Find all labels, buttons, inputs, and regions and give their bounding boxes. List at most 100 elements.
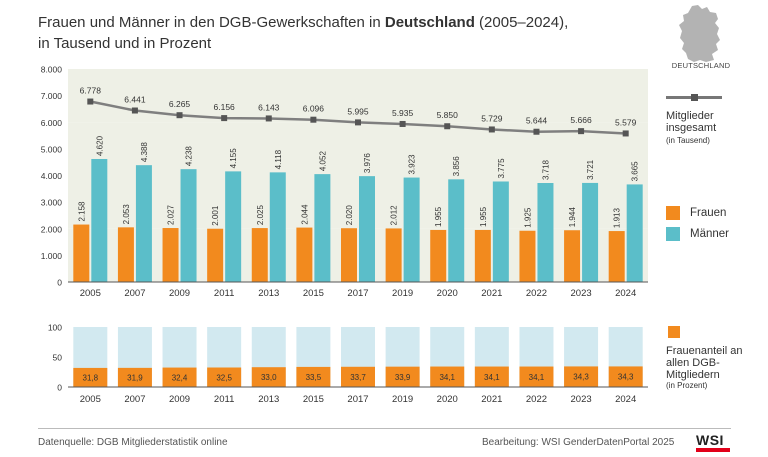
share-bar-label: 33,9 <box>395 373 411 382</box>
women-bar-label: 2.025 <box>256 205 265 226</box>
share-bar-label: 32,5 <box>216 373 232 382</box>
y-tick-label: 6.000 <box>41 118 63 128</box>
x-tick-label: 2011 <box>214 394 234 405</box>
x-tick-label: 2011 <box>214 288 234 299</box>
share-bar-label: 31,9 <box>127 373 143 382</box>
x-tick-label: 2009 <box>169 394 190 405</box>
total-point <box>533 128 540 135</box>
total-point-label: 6.778 <box>80 86 102 96</box>
women-bar-label: 1.913 <box>613 207 622 228</box>
legend-women: Frauen <box>666 206 726 220</box>
credit-note: Bearbeitung: WSI GenderDatenPortal 2025 <box>482 437 675 448</box>
legend-share-unit: (in Prozent) <box>666 381 708 390</box>
legend-men-swatch <box>666 227 680 241</box>
x-tick-label: 2007 <box>124 288 145 299</box>
total-point-label: 6.265 <box>169 99 191 109</box>
women-bar <box>474 229 491 282</box>
share-bar <box>341 366 375 387</box>
women-bar <box>519 230 536 282</box>
total-point <box>310 116 317 123</box>
total-point <box>265 115 272 122</box>
share-bar <box>564 366 599 387</box>
share-bar-label: 34,1 <box>529 373 545 382</box>
men-bar <box>403 177 420 282</box>
share-bar-label: 32,4 <box>172 373 188 382</box>
share-bar-label: 33,0 <box>261 373 277 382</box>
women-bar-label: 2.027 <box>167 204 176 225</box>
x-tick-label: 2009 <box>169 288 190 299</box>
bottom-y-axis: 0 50 100 <box>48 323 62 393</box>
legend-total-label: Mitglieder insgesamt <box>666 110 746 134</box>
men-bar-label: 3.775 <box>497 158 506 179</box>
share-bar-label: 34,1 <box>484 373 500 382</box>
bottom-x-axis: 2005 2007 2009 2011 2013 2015 2017 2019 2020 2021… <box>68 386 648 405</box>
women-bar <box>162 228 179 282</box>
share-bar-label: 31,8 <box>83 373 99 382</box>
total-point-label: 6.143 <box>258 102 280 112</box>
total-point <box>444 123 451 130</box>
title-part2: (2005–2024), <box>474 14 569 31</box>
men-bar-label: 4.118 <box>274 149 283 169</box>
women-bar <box>251 228 268 282</box>
x-tick-label: 2021 <box>481 394 502 405</box>
share-bar <box>430 366 465 387</box>
men-bar <box>537 183 554 282</box>
y-tick-label: 100 <box>48 323 62 333</box>
total-point <box>355 119 361 126</box>
map-label: DEUTSCHLAND <box>671 61 731 70</box>
footer-divider <box>38 428 731 429</box>
total-point-label: 5.995 <box>347 106 369 116</box>
men-bar <box>180 169 197 282</box>
women-bar-label: 1.955 <box>479 206 488 227</box>
total-point-label: 6.096 <box>303 104 325 114</box>
share-bars: 31,8 31,9 32,4 32,5 33,0 33,5 33,7 33,9 34,1 34,1… <box>73 327 643 387</box>
x-tick-label: 2015 <box>303 288 324 299</box>
total-point-label: 5.935 <box>392 108 414 118</box>
x-tick-label: 2021 <box>481 288 502 299</box>
title-line2: in Tausend und in Prozent <box>38 35 212 52</box>
legend-share-label: Frauenanteil an allen DGB-Mitgliedern <box>666 345 743 381</box>
top-x-axis: 2005 2007 2009 2011 2013 2015 2017 2019 2020 2021… <box>68 281 648 299</box>
share-bar <box>207 367 242 387</box>
women-bar-label: 1.925 <box>523 207 532 228</box>
women-bar-label: 2.044 <box>300 204 309 225</box>
x-tick-label: 2023 <box>571 288 592 299</box>
x-tick-label: 2015 <box>303 394 324 405</box>
legend-total-marker <box>691 94 698 101</box>
total-point-label: 5.850 <box>437 110 459 120</box>
men-bar <box>225 171 242 282</box>
women-bar-label: 2.020 <box>345 205 354 226</box>
wsi-logo: WSI <box>696 432 732 452</box>
total-point-label: 5.666 <box>570 115 592 125</box>
share-bar <box>519 366 554 387</box>
share-bar-label: 33,7 <box>350 373 366 382</box>
x-tick-label: 2005 <box>80 394 101 405</box>
total-point <box>221 115 228 122</box>
total-point <box>87 98 94 105</box>
y-tick-label: 0 <box>57 278 62 288</box>
men-bar <box>626 184 643 282</box>
men-bar <box>135 165 152 282</box>
men-bar-label: 3.856 <box>452 156 461 177</box>
men-bar <box>359 176 375 282</box>
total-point <box>131 107 138 114</box>
women-bar <box>341 228 357 282</box>
y-tick-label: 8.000 <box>41 65 63 75</box>
women-bar-label: 2.053 <box>122 204 131 225</box>
x-tick-label: 2005 <box>80 288 101 299</box>
men-bar-label: 4.238 <box>185 146 194 167</box>
total-point-label: 6.441 <box>124 95 146 105</box>
women-bar <box>430 229 447 282</box>
legend-men: Männer <box>666 227 729 241</box>
x-tick-label: 2023 <box>571 394 592 405</box>
total-point-label: 5.729 <box>481 113 503 123</box>
men-bar-label: 3.718 <box>541 159 550 180</box>
men-bar-label: 3.976 <box>363 153 372 174</box>
x-tick-label: 2020 <box>437 288 458 299</box>
x-tick-label: 2007 <box>124 394 145 405</box>
y-tick-label: 1.000 <box>41 251 63 261</box>
men-bar-label: 3.923 <box>408 154 417 175</box>
women-bar <box>564 230 581 282</box>
y-tick-label: 50 <box>53 353 63 363</box>
x-tick-label: 2017 <box>347 288 368 299</box>
